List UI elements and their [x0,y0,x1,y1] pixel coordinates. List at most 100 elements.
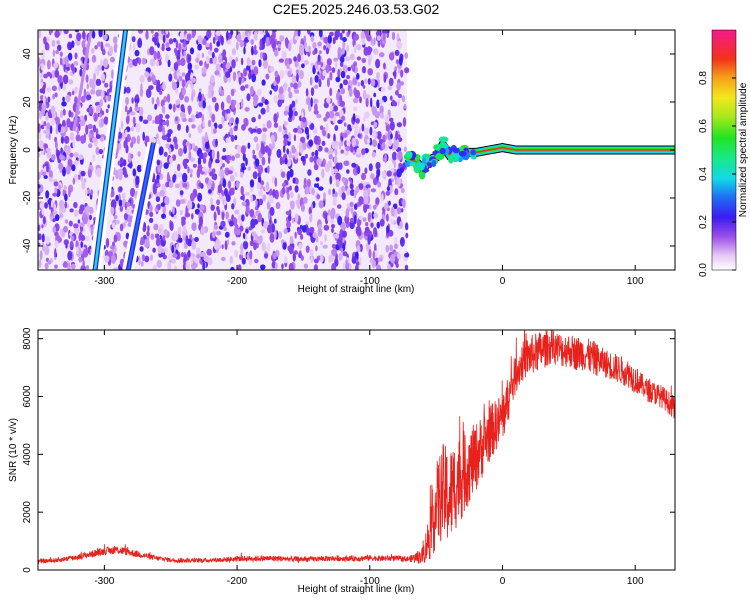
noise-speck [323,45,326,51]
x-tick-label: 100 [627,576,644,587]
noise-speck [90,189,94,196]
noise-speck [306,178,311,188]
noise-speck [180,104,185,112]
noise-speck [396,207,402,215]
y-tick-label: 8000 [22,327,33,350]
noise-speck [204,141,210,149]
noise-speck [391,31,396,41]
noise-speck [294,213,299,223]
noise-speck [52,226,56,234]
noise-speck [175,116,178,122]
noise-speck [353,203,358,210]
noise-speck [330,224,336,229]
noise-speck [168,73,173,82]
noise-speck [329,87,333,97]
noise-speck [197,192,203,202]
noise-speck [297,53,302,63]
noise-speck [255,199,258,207]
noise-speck [197,203,200,209]
noise-speck [76,32,82,41]
noise-speck [138,255,141,266]
noise-speck [381,142,386,150]
noise-speck [208,50,213,56]
noise-speck [210,204,215,211]
y-tick-label: 4000 [22,443,33,466]
noise-speck [252,171,258,180]
noise-speck [283,110,289,116]
noise-speck [379,105,384,115]
noise-speck [102,33,108,41]
track-blob [439,147,446,155]
noise-speck [318,78,322,88]
noise-speck [289,168,294,178]
noise-speck [272,141,275,149]
noise-speck [183,50,187,57]
noise-speck [346,74,351,80]
noise-speck [254,44,257,51]
noise-speck [365,97,369,108]
noise-speck [258,114,261,120]
noise-speck [38,171,41,181]
noise-speck [85,235,90,242]
noise-speck [397,253,401,260]
noise-speck [272,189,276,198]
noise-speck [236,33,242,43]
noise-speck [353,190,358,196]
spectrogram-x-label: Height of straight line (km) [298,284,415,295]
noise-speck [223,226,227,232]
noise-speck [54,264,58,269]
noise-speck [250,39,255,45]
noise-speck [359,96,362,104]
noise-speck [259,38,263,48]
noise-speck [372,130,377,139]
noise-speck [153,50,158,61]
noise-speck [287,70,292,78]
noise-speck [63,30,69,35]
noise-speck [86,265,90,270]
noise-speck [177,226,182,235]
noise-speck [218,53,222,62]
track-blob [438,136,449,143]
noise-speck [326,58,332,66]
noise-speck [372,106,378,116]
noise-speck [323,117,327,122]
noise-speck [218,124,223,129]
noise-speck [289,185,292,191]
noise-speck [110,206,115,215]
noise-speck [54,240,59,249]
noise-speck [339,94,343,105]
noise-speck [198,182,203,188]
noise-speck [304,186,309,195]
noise-speck [253,31,258,41]
noise-speck [202,152,208,158]
noise-speck [51,111,57,119]
noise-speck [294,185,299,193]
noise-speck [155,196,160,203]
noise-speck [154,115,160,125]
noise-speck [390,218,395,225]
noise-speck [292,106,296,112]
noise-speck [274,70,279,78]
noise-speck [52,218,56,223]
noise-speck [202,262,206,270]
noise-speck [108,45,114,55]
noise-speck [313,135,319,145]
noise-speck [312,127,318,134]
noise-speck [161,213,166,219]
noise-speck [338,252,343,261]
noise-speck [131,36,136,43]
colorbar: 0.0 0.2 0.4 0.6 0.8 Normalized spectral ampl… [698,29,749,277]
noise-speck [273,113,278,124]
noise-speck [373,121,378,128]
noise-speck [41,224,44,229]
noise-speck [373,204,377,210]
noise-speck [52,210,58,215]
noise-speck [145,88,152,98]
noise-speck [404,52,409,59]
noise-speck [393,243,399,250]
spectrogram-signal-track [403,136,675,180]
noise-speck [247,166,252,171]
noise-speck [341,47,345,55]
noise-speck [235,57,238,62]
noise-speck [95,146,99,155]
